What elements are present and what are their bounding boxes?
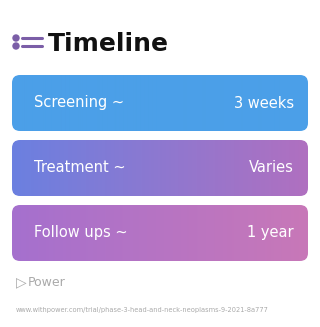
- Text: www.withpower.com/trial/phase-3-head-and-neck-neoplasms-9-2021-8a777: www.withpower.com/trial/phase-3-head-and…: [16, 307, 269, 313]
- Text: Timeline: Timeline: [48, 32, 169, 56]
- Text: Screening ~: Screening ~: [34, 95, 124, 111]
- Text: ▷: ▷: [16, 275, 27, 289]
- Text: Varies: Varies: [249, 161, 294, 176]
- Text: 1 year: 1 year: [247, 226, 294, 240]
- Text: Power: Power: [28, 276, 66, 288]
- Text: 3 weeks: 3 weeks: [234, 95, 294, 111]
- Circle shape: [13, 43, 19, 49]
- Circle shape: [13, 35, 19, 41]
- Text: Treatment ~: Treatment ~: [34, 161, 126, 176]
- Text: Follow ups ~: Follow ups ~: [34, 226, 128, 240]
